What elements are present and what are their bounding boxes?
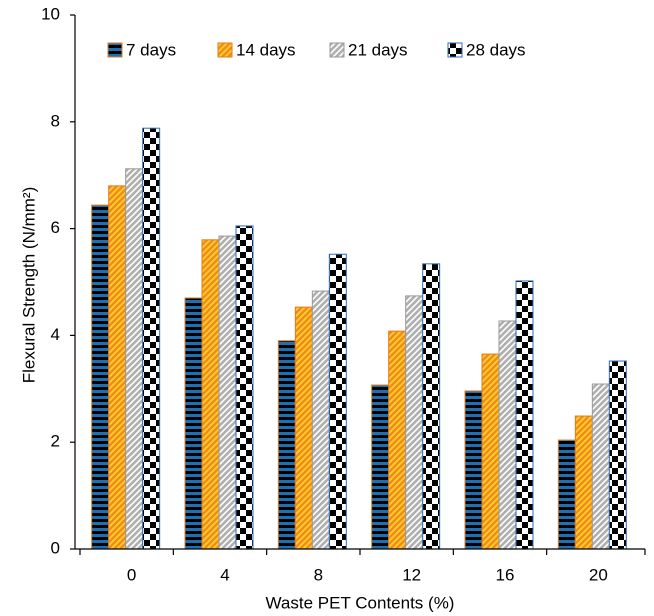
x-tick-label: 12 [402, 565, 421, 584]
bar [218, 235, 237, 550]
bar [515, 280, 534, 550]
x-tick-label: 0 [127, 565, 136, 584]
bar [201, 239, 220, 550]
y-tick-label: 2 [51, 432, 60, 451]
y-tick-label: 0 [51, 538, 60, 557]
bar [422, 263, 441, 550]
bar [464, 390, 483, 550]
legend-label: 14 days [236, 40, 296, 59]
y-tick-label: 8 [51, 111, 60, 130]
bar [371, 384, 390, 550]
bar [388, 330, 407, 550]
x-tick-label: 20 [589, 565, 608, 584]
bar [108, 185, 127, 550]
legend-swatch [447, 42, 463, 58]
y-axis-title: Flexural Strength (N/mm²) [19, 187, 38, 383]
legend-swatch [107, 42, 123, 58]
x-axis-title: Waste PET Contents (%) [266, 593, 455, 612]
bar [235, 225, 254, 550]
bar [498, 320, 517, 550]
bar [184, 297, 203, 550]
legend-swatch [329, 42, 345, 58]
y-tick-label: 4 [51, 325, 60, 344]
bar [277, 340, 296, 550]
y-tick-label: 10 [41, 4, 60, 23]
legend-label: 7 days [126, 40, 176, 59]
bar [311, 290, 330, 550]
y-tick-label: 6 [51, 218, 60, 237]
bar [608, 360, 627, 550]
legend-swatch [217, 42, 233, 58]
bar [91, 204, 110, 550]
bar [142, 127, 161, 550]
bar [481, 353, 500, 550]
bar [328, 253, 347, 550]
legend-label: 28 days [466, 40, 526, 59]
bar [405, 295, 424, 550]
x-tick-label: 8 [314, 565, 323, 584]
legend-label: 21 days [348, 40, 408, 59]
x-tick-label: 16 [496, 565, 515, 584]
bar [557, 439, 576, 550]
bar [125, 168, 144, 550]
bar [294, 306, 313, 550]
bar [591, 383, 610, 550]
x-tick-label: 4 [220, 565, 229, 584]
bar [574, 415, 593, 550]
